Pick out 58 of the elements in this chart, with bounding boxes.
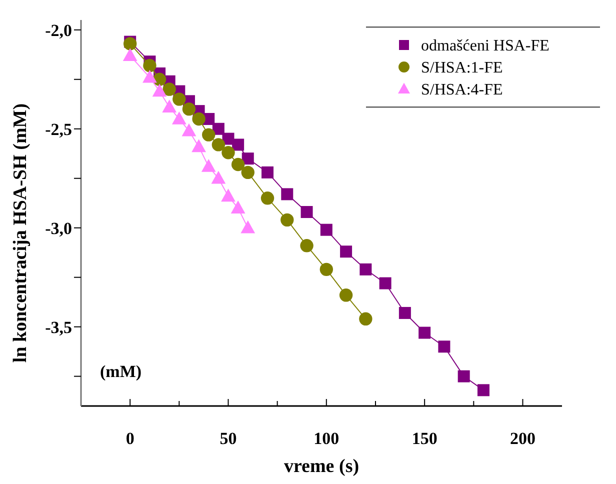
- point: [280, 213, 294, 227]
- point: [477, 384, 490, 396]
- point: [231, 158, 245, 172]
- y-tick-label: -2,0: [45, 20, 72, 40]
- legend-label: odmašćeni HSA-FE: [421, 38, 550, 55]
- point: [182, 102, 196, 116]
- point: [123, 37, 137, 50]
- point: [152, 84, 167, 97]
- point: [232, 138, 244, 151]
- legend-label: S/HSA:1-FE: [421, 60, 503, 77]
- point: [340, 246, 352, 258]
- point: [172, 92, 186, 106]
- x-tick-label: 100: [314, 429, 340, 448]
- point: [241, 166, 254, 180]
- point: [398, 306, 411, 319]
- point: [300, 239, 314, 252]
- point: [320, 224, 332, 236]
- point: [192, 139, 206, 152]
- point: [359, 312, 372, 326]
- y-tick-label: -3,5: [45, 318, 72, 337]
- point: [458, 370, 470, 382]
- x-axis-title: vreme (s): [284, 456, 360, 477]
- point: [222, 146, 235, 160]
- point: [262, 166, 274, 178]
- legend-label: S/HSA:4-FE: [421, 82, 503, 99]
- point: [182, 123, 196, 136]
- point: [438, 340, 450, 353]
- point: [281, 188, 294, 200]
- point: [260, 192, 274, 205]
- y-axis-title: ln koncentracija HSA-SH (mM): [10, 103, 31, 363]
- point: [300, 206, 313, 218]
- point: [142, 70, 157, 83]
- x-tick-label: 200: [510, 429, 536, 448]
- point: [320, 262, 334, 276]
- point: [221, 188, 236, 202]
- point: [360, 263, 372, 276]
- x-tick-label: 150: [412, 429, 438, 448]
- x-tick-label: 50: [220, 429, 237, 448]
- y-tick-label: -3,0: [45, 218, 72, 238]
- point: [192, 112, 206, 126]
- point: [172, 111, 186, 124]
- point: [242, 152, 254, 165]
- point: [379, 277, 392, 290]
- point: [162, 82, 176, 96]
- point: [212, 138, 226, 152]
- point: [162, 100, 177, 112]
- point: [122, 48, 138, 62]
- y-tick-label: -2,5: [45, 120, 72, 139]
- point: [240, 220, 256, 234]
- point: [202, 128, 216, 142]
- x-tick-label: 0: [126, 429, 134, 448]
- point: [418, 326, 431, 339]
- point: [143, 58, 156, 72]
- point: [211, 170, 226, 184]
- point: [339, 288, 353, 302]
- point: [230, 200, 246, 214]
- annotation: (mM): [100, 362, 142, 381]
- point: [201, 158, 216, 172]
